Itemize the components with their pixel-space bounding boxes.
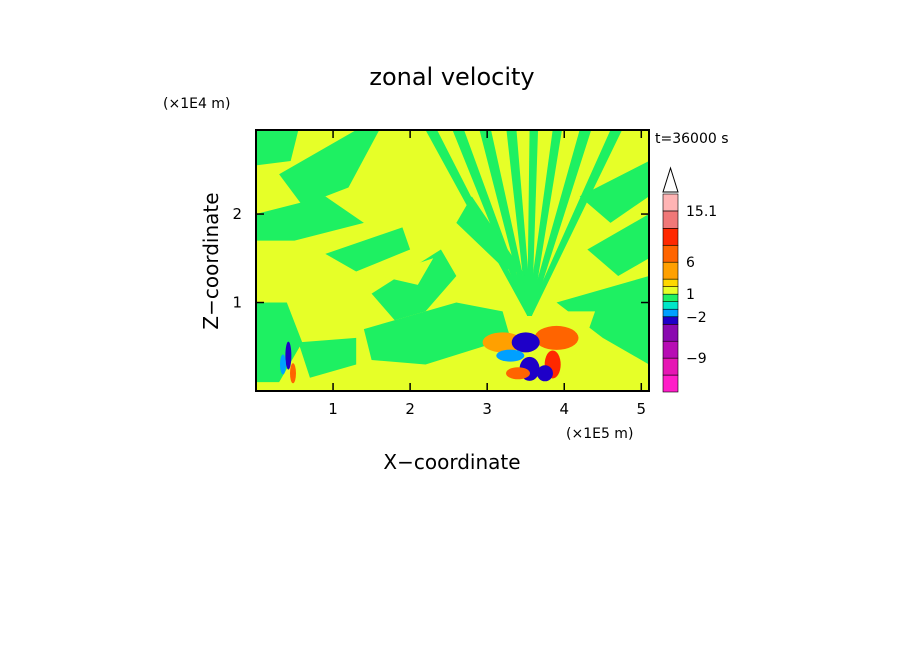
y-axis-label: Z−coordinate xyxy=(199,192,223,329)
field-stripe-green xyxy=(527,130,592,316)
field-region-green xyxy=(579,160,649,223)
x-axis: 1 2 3 4 5 xyxy=(328,130,646,418)
colorbar-swatch xyxy=(662,308,679,318)
colorbar-overflow-arrow xyxy=(662,166,679,193)
colorbar-swatch xyxy=(662,193,679,212)
field-region-green xyxy=(587,214,649,276)
field-region-green xyxy=(456,196,526,276)
y-axis: 12 xyxy=(232,205,649,312)
colorbar-swatch xyxy=(662,228,679,246)
field-anomaly-orange xyxy=(289,363,296,384)
colorbar-swatch xyxy=(662,278,679,287)
colorbar-swatch xyxy=(662,323,679,342)
x-tick-label: 1 xyxy=(328,400,338,418)
field-stripe-green xyxy=(527,130,539,316)
field-stripe-green xyxy=(527,130,623,316)
field-region-green xyxy=(371,249,457,321)
field-region-green xyxy=(556,275,649,365)
field-region-green xyxy=(256,196,364,241)
x-tick-label: 5 xyxy=(637,400,647,418)
field-anomaly-orange xyxy=(534,325,579,350)
field-anomaly-blue xyxy=(511,332,540,353)
x-unit-label: (×1E5 m) xyxy=(566,426,633,442)
y-tick-label: 2 xyxy=(232,205,242,223)
x-tick-label: 3 xyxy=(482,400,492,418)
plot-frame xyxy=(255,129,650,392)
x-tick-label: 4 xyxy=(559,400,569,418)
colorbar-swatch xyxy=(662,261,679,280)
colorbar-label: −2 xyxy=(686,310,707,326)
colorbar: 15.1 6 1 −2 −9 xyxy=(662,166,717,393)
colorbar-swatch xyxy=(662,357,679,376)
x-tick-label: 2 xyxy=(405,400,415,418)
field-region-yellow xyxy=(379,258,434,285)
field-anomaly-blue xyxy=(285,341,292,370)
colorbar-label: 6 xyxy=(686,255,695,271)
field-region-green xyxy=(256,130,299,166)
colorbar-label: 15.1 xyxy=(686,204,717,220)
colorbar-swatch xyxy=(662,293,679,303)
field-anomaly-cyan xyxy=(279,354,286,375)
field-anomaly-orange xyxy=(506,367,530,380)
colorbar-label: 1 xyxy=(686,287,695,303)
chart-title: zonal velocity xyxy=(369,63,534,91)
field-stripe-green xyxy=(527,130,562,316)
colorbar-label: −9 xyxy=(686,351,707,367)
colorbar-swatch xyxy=(662,374,679,393)
y-unit-label: (×1E4 m) xyxy=(163,96,230,112)
colorbar-swatch xyxy=(662,316,679,325)
colorbar-swatch xyxy=(662,286,679,295)
field-anomaly-blue xyxy=(536,365,553,382)
field-region-green xyxy=(363,302,511,365)
colorbar-swatch xyxy=(662,301,679,310)
field-anomaly-cyan xyxy=(496,349,525,362)
contour-field xyxy=(256,130,649,384)
time-label: t=36000 s xyxy=(655,131,729,147)
field-anomaly-orange xyxy=(482,332,523,353)
field-region-green xyxy=(298,337,357,378)
x-axis-label: X−coordinate xyxy=(383,450,520,474)
field-region-green xyxy=(325,227,411,272)
colorbar-swatch xyxy=(662,210,679,229)
field-stripe-green xyxy=(506,130,532,316)
colorbar-swatch xyxy=(662,244,679,263)
field-region-green xyxy=(279,130,380,206)
colorbar-swatch xyxy=(662,340,679,359)
y-tick-label: 1 xyxy=(232,294,242,312)
